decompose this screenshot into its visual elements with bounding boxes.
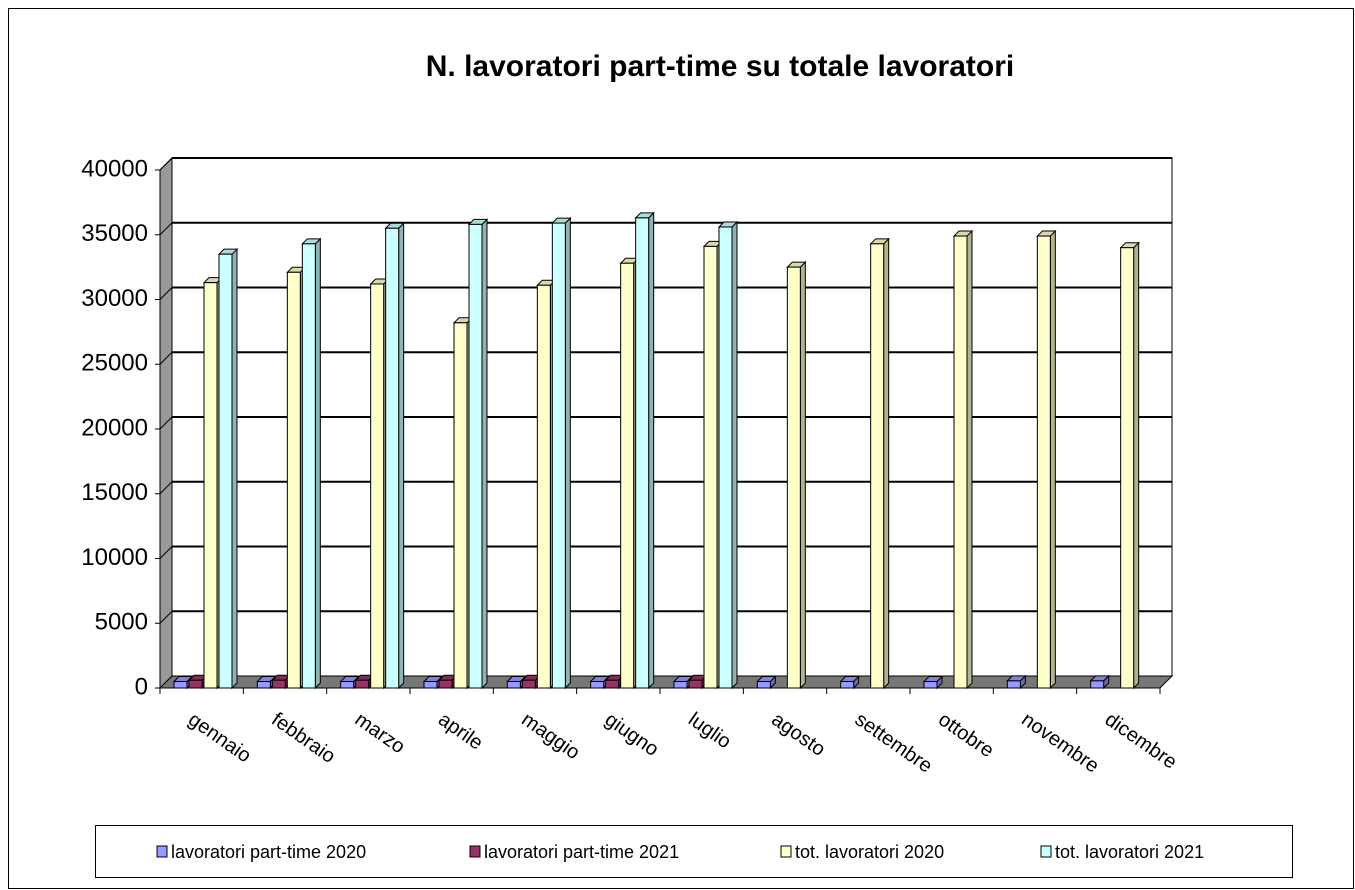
chart-title: N. lavoratori part-time su totale lavora… [426, 50, 1014, 83]
bar-group [301, 237, 322, 690]
grid-line-side [159, 222, 173, 236]
bar [536, 284, 551, 689]
bar-group [717, 220, 739, 690]
legend-label: lavoratori part-time 2020 [171, 842, 366, 862]
grid-line-side [159, 351, 173, 365]
y-tick-label: 40000 [81, 155, 148, 182]
bar [1006, 680, 1021, 689]
bar-group [922, 675, 944, 690]
bar [870, 243, 885, 689]
legend-box [95, 825, 1293, 878]
bar-side [883, 237, 890, 690]
bar [1090, 680, 1105, 689]
bar-group [551, 216, 572, 690]
bar-group [467, 218, 489, 690]
bar [756, 681, 771, 689]
bar [438, 679, 453, 689]
legend-swatch [156, 845, 168, 858]
grid-line-side [159, 481, 173, 495]
legend-swatch [780, 845, 792, 858]
bar-side [564, 216, 571, 690]
y-tick-label: 30000 [81, 285, 148, 312]
bar [188, 679, 203, 689]
bar-group [1089, 674, 1110, 690]
bar [718, 226, 733, 689]
bar [953, 235, 968, 689]
bar [370, 283, 385, 689]
bar [551, 222, 566, 689]
bar [840, 681, 855, 689]
bar-group [1119, 241, 1140, 690]
bar-side [398, 222, 405, 690]
bar [203, 282, 218, 689]
bar-group [786, 260, 807, 690]
bar-group [952, 229, 974, 690]
bar-side [648, 211, 655, 690]
bar-side [799, 260, 806, 690]
bar [923, 681, 938, 689]
bar [605, 679, 620, 689]
legend-label: lavoratori part-time 2021 [484, 842, 679, 862]
bar [786, 266, 801, 689]
bar-side [731, 220, 738, 690]
bar [635, 217, 650, 689]
bar-side [966, 229, 973, 690]
bar-side [231, 247, 238, 690]
bar [218, 253, 233, 689]
grid-line-side [159, 287, 173, 300]
bar [453, 322, 468, 689]
bar-group [589, 675, 610, 690]
bar [301, 243, 316, 689]
bar-group [634, 211, 655, 690]
bar-group [839, 675, 860, 690]
bar-group [384, 222, 405, 690]
bar [673, 681, 688, 689]
bar [506, 681, 521, 689]
bar-group [1036, 229, 1057, 690]
legend-label: tot. lavoratori 2021 [1055, 842, 1204, 862]
y-tick-label: 35000 [81, 220, 148, 247]
bar-group [869, 237, 890, 690]
bar-side [1133, 241, 1140, 690]
bar [521, 679, 536, 689]
bar-group [756, 675, 777, 690]
y-tick-label: 15000 [81, 479, 148, 506]
bar [1120, 247, 1135, 689]
bar-group [1006, 674, 1027, 690]
y-tick-label: 0 [135, 673, 148, 700]
grid-line-side [159, 610, 173, 624]
bar [385, 227, 400, 689]
bar [703, 245, 718, 689]
bar [286, 271, 301, 689]
bar [423, 681, 438, 689]
bar [468, 223, 483, 689]
y-tick-label: 25000 [81, 350, 148, 377]
legend-swatch [1040, 845, 1052, 858]
bar [173, 681, 188, 689]
grid-line-side [159, 157, 173, 171]
legend-swatch [469, 845, 481, 858]
bar [256, 681, 271, 689]
y-tick-label: 5000 [95, 609, 148, 636]
bar [271, 679, 286, 689]
legend-label: tot. lavoratori 2020 [795, 842, 944, 862]
bar-side [481, 218, 488, 690]
y-tick-label: 10000 [81, 544, 148, 571]
bar [620, 262, 635, 689]
bar-side [314, 237, 321, 690]
grid-line-side [159, 546, 173, 559]
bar-group [217, 247, 239, 690]
bar [688, 679, 703, 689]
y-tick-label: 20000 [81, 414, 148, 441]
bar [590, 681, 605, 689]
bar-side [1049, 229, 1056, 690]
grid-line-side [159, 416, 173, 430]
bar [355, 679, 370, 689]
bar [340, 681, 355, 689]
bar [1036, 235, 1051, 689]
